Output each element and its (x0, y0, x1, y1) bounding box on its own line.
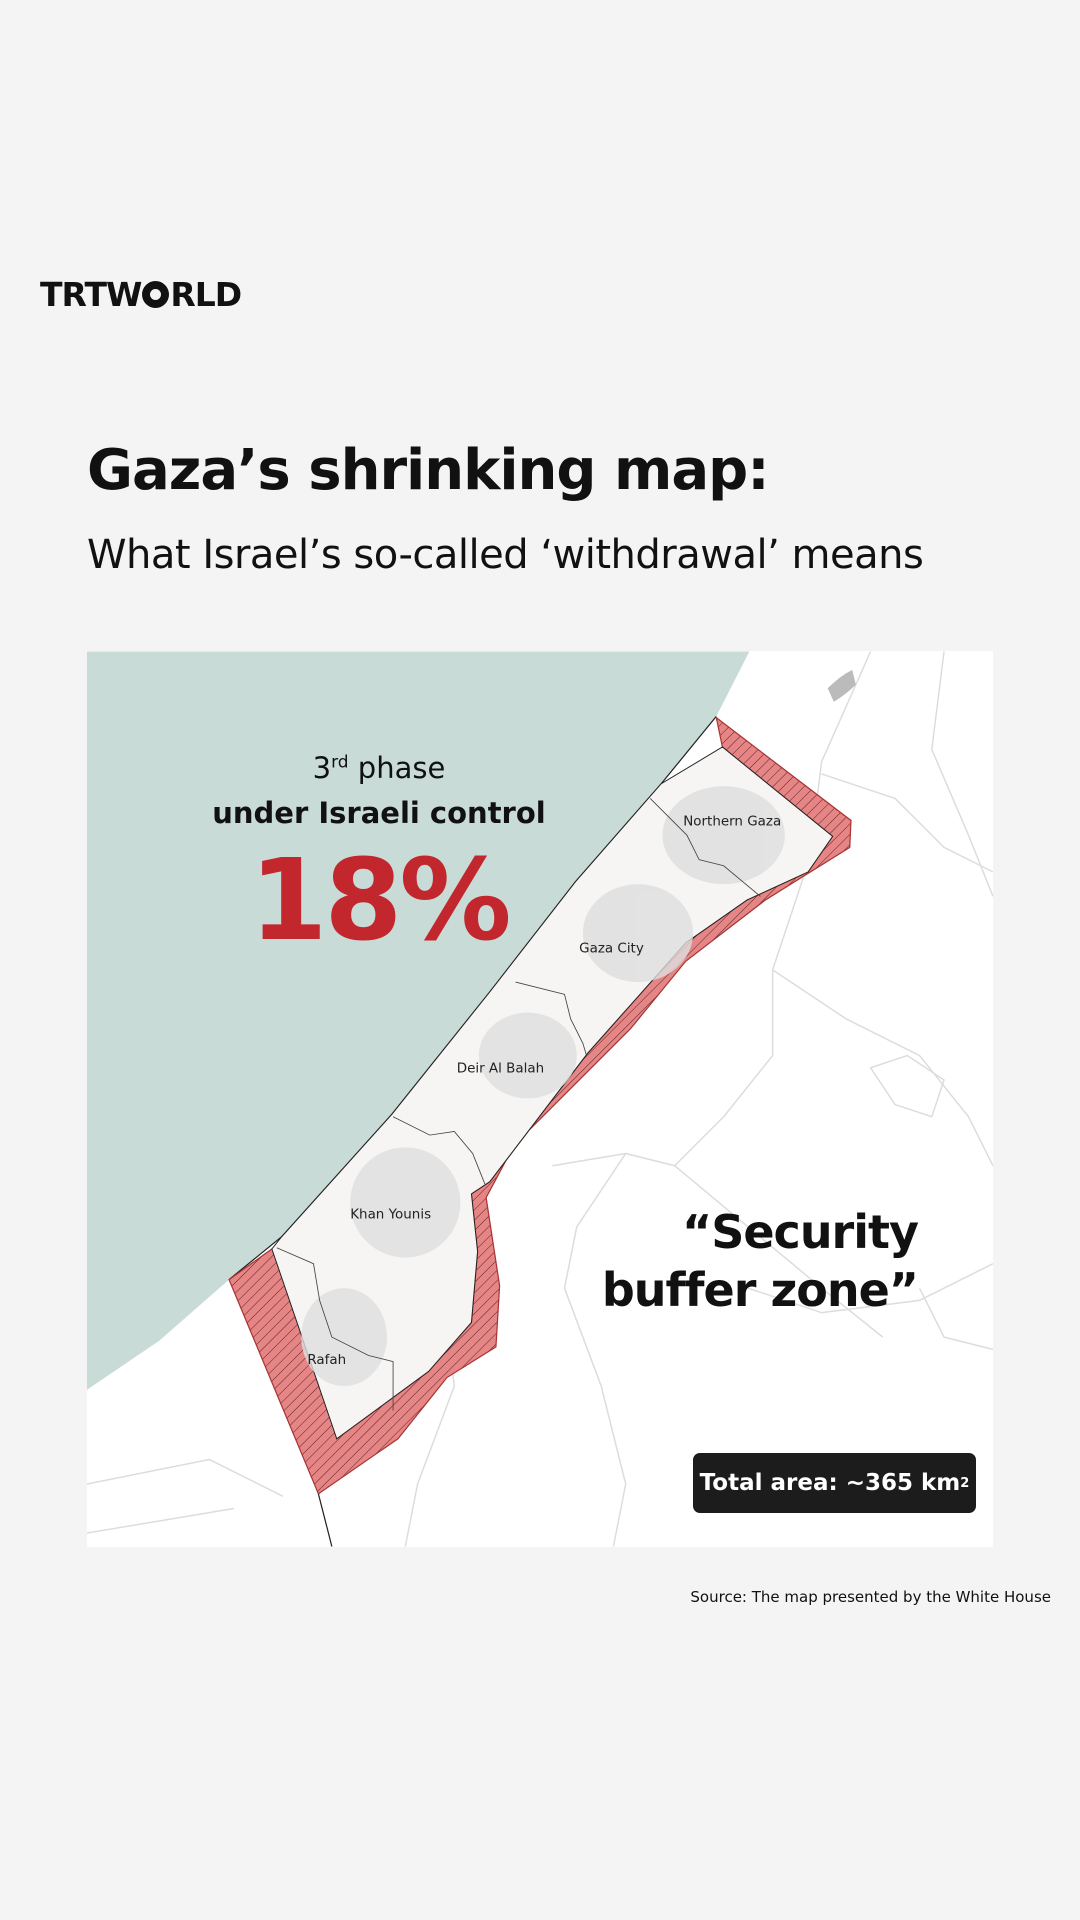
region-label-gaza-city: Gaza City (579, 942, 644, 957)
sea (87, 651, 750, 1390)
source-note: Source: The map presented by the White H… (690, 1588, 1051, 1606)
logo-target-icon (142, 280, 170, 308)
gaza-map: Northern Gaza Gaza City Deir Al Balah Kh… (87, 651, 993, 1547)
region-label-khan-younis: Khan Younis (350, 1207, 431, 1222)
page-subtitle: What Israel’s so-called ‘withdrawal’ mea… (87, 532, 924, 578)
control-percentage: 18% (249, 836, 511, 966)
region-borders (276, 798, 761, 1411)
page-title: Gaza’s shrinking map: (87, 438, 770, 503)
logo-text-rld: RLD (170, 274, 242, 314)
control-label: under Israeli control (212, 796, 546, 830)
region-label-northern-gaza: Northern Gaza (683, 814, 781, 829)
region-label-rafah: Rafah (307, 1353, 346, 1368)
trt-world-logo: TRT W RLD (40, 274, 242, 314)
total-area-badge: Total area: ~365 km 2 (693, 1453, 976, 1513)
phase-label: 3rd phase (312, 751, 446, 785)
region-label-deir-al-balah: Deir Al Balah (457, 1062, 544, 1077)
logo-text-trt: TRT (40, 274, 107, 314)
remaining-strip (271, 746, 834, 1440)
logo-text-w: W (105, 274, 142, 314)
urban-areas (301, 786, 785, 1387)
egypt-border (317, 1493, 333, 1547)
lake (827, 669, 856, 702)
buffer-zone-label: “Security buffer zone” (601, 1205, 919, 1317)
map-graphic: Northern Gaza Gaza City Deir Al Balah Kh… (87, 651, 993, 1547)
roads (87, 651, 993, 1547)
